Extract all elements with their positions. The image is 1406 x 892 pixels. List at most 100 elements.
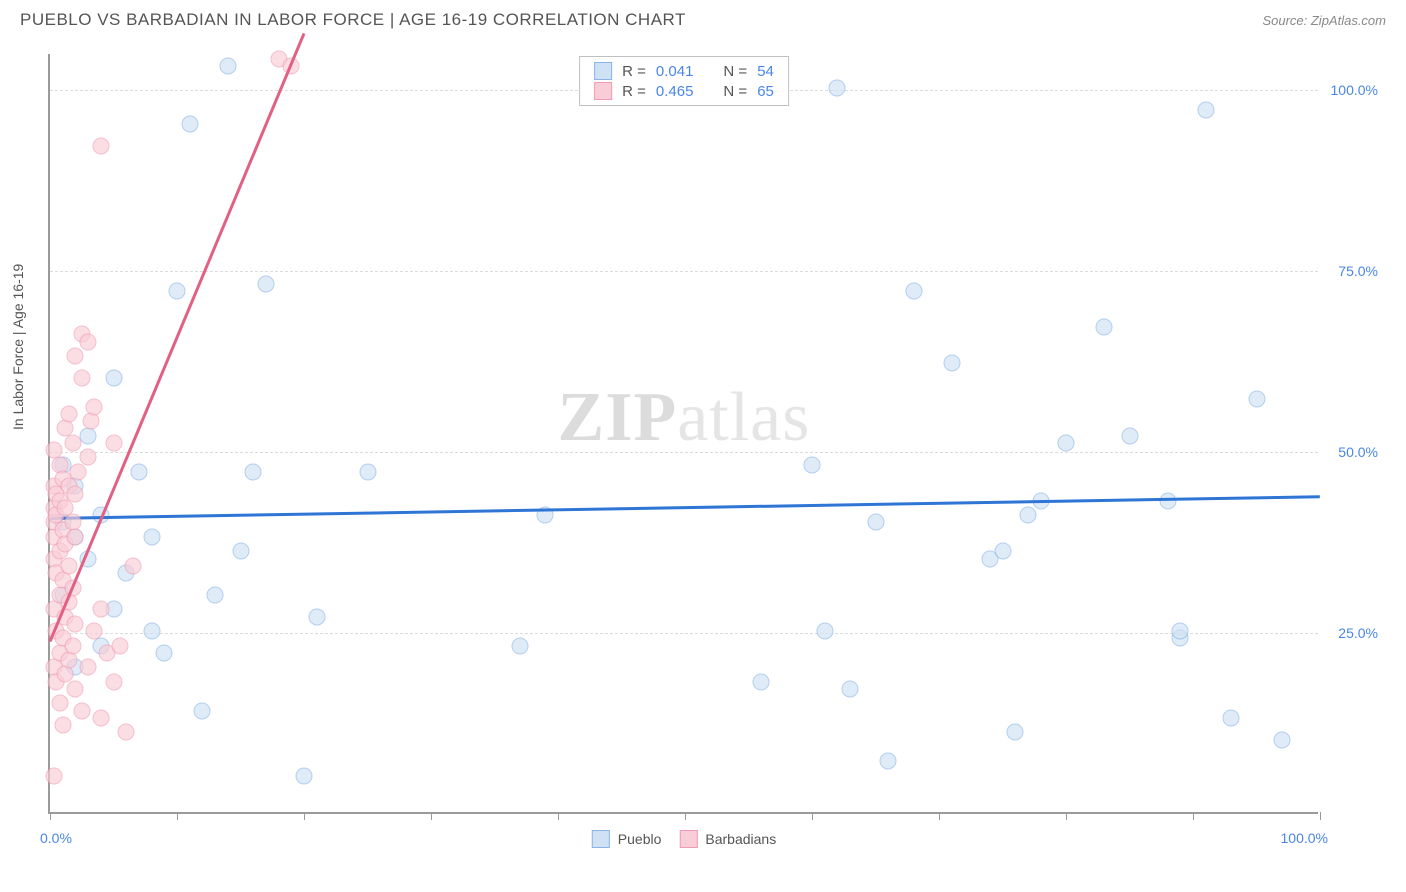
- data-point: [1019, 507, 1036, 524]
- data-point: [816, 623, 833, 640]
- legend-label: Barbadians: [705, 831, 776, 847]
- gridline: [50, 452, 1318, 453]
- x-tick: [939, 812, 940, 820]
- data-point: [1096, 319, 1113, 336]
- data-point: [64, 434, 81, 451]
- data-point: [829, 80, 846, 97]
- legend-swatch: [592, 830, 610, 848]
- data-point: [61, 405, 78, 422]
- x-tick: [177, 812, 178, 820]
- data-point: [130, 463, 147, 480]
- data-point: [105, 673, 122, 690]
- data-point: [52, 695, 69, 712]
- data-point: [1248, 391, 1265, 408]
- x-tick: [1320, 812, 1321, 820]
- scatter-plot: ZIPatlas 25.0%50.0%75.0%100.0%0.0%100.0%…: [48, 54, 1318, 814]
- data-point: [943, 355, 960, 372]
- source-credit: Source: ZipAtlas.com: [1262, 13, 1386, 28]
- legend-item: Pueblo: [592, 830, 662, 848]
- data-point: [67, 615, 84, 632]
- data-point: [1223, 709, 1240, 726]
- legend-item: Barbadians: [679, 830, 776, 848]
- data-point: [169, 282, 186, 299]
- data-point: [45, 767, 62, 784]
- data-point: [111, 637, 128, 654]
- data-point: [296, 767, 313, 784]
- data-point: [156, 644, 173, 661]
- x-tick: [685, 812, 686, 820]
- y-tick-label: 100.0%: [1331, 82, 1378, 98]
- data-point: [67, 348, 84, 365]
- chart-title: PUEBLO VS BARBADIAN IN LABOR FORCE | AGE…: [20, 10, 686, 30]
- data-point: [86, 623, 103, 640]
- data-point: [1172, 623, 1189, 640]
- data-point: [73, 369, 90, 386]
- n-label: N =: [723, 63, 747, 80]
- data-point: [1197, 101, 1214, 118]
- stats-row: R =0.465N =65: [594, 81, 774, 101]
- data-point: [880, 753, 897, 770]
- x-tick: [812, 812, 813, 820]
- data-point: [257, 275, 274, 292]
- data-point: [80, 659, 97, 676]
- data-point: [80, 427, 97, 444]
- data-point: [511, 637, 528, 654]
- data-point: [905, 282, 922, 299]
- gridline: [50, 633, 1318, 634]
- data-point: [67, 485, 84, 502]
- data-point: [67, 528, 84, 545]
- data-point: [219, 58, 236, 75]
- data-point: [143, 528, 160, 545]
- x-tick: [431, 812, 432, 820]
- data-point: [82, 413, 99, 430]
- x-tick-label: 100.0%: [1281, 830, 1328, 846]
- y-tick-label: 75.0%: [1338, 263, 1378, 279]
- legend-swatch: [594, 82, 612, 100]
- data-point: [80, 449, 97, 466]
- data-point: [804, 456, 821, 473]
- data-point: [359, 463, 376, 480]
- header: PUEBLO VS BARBADIAN IN LABOR FORCE | AGE…: [0, 0, 1406, 38]
- y-axis-label: In Labor Force | Age 16-19: [10, 264, 26, 430]
- x-tick: [1193, 812, 1194, 820]
- data-point: [80, 333, 97, 350]
- x-tick-label: 0.0%: [40, 830, 72, 846]
- x-tick: [50, 812, 51, 820]
- legend-swatch: [594, 62, 612, 80]
- data-point: [64, 637, 81, 654]
- n-value: 54: [757, 63, 774, 80]
- data-point: [67, 680, 84, 697]
- data-point: [143, 623, 160, 640]
- data-point: [92, 601, 109, 618]
- r-label: R =: [622, 63, 646, 80]
- x-tick: [304, 812, 305, 820]
- data-point: [994, 543, 1011, 560]
- data-point: [1273, 731, 1290, 748]
- stats-legend: R = 0.041 N = 54R =0.465N =65: [579, 56, 789, 106]
- data-point: [245, 463, 262, 480]
- data-point: [867, 514, 884, 531]
- data-point: [753, 673, 770, 690]
- legend-swatch: [679, 830, 697, 848]
- n-label: N =: [723, 83, 747, 100]
- y-tick-label: 50.0%: [1338, 444, 1378, 460]
- data-point: [842, 680, 859, 697]
- r-value: 0.041: [656, 63, 694, 80]
- data-point: [69, 463, 86, 480]
- r-label: R =: [622, 83, 646, 100]
- stats-row: R = 0.041 N = 54: [594, 61, 774, 81]
- y-tick-label: 25.0%: [1338, 625, 1378, 641]
- data-point: [194, 702, 211, 719]
- data-point: [308, 608, 325, 625]
- data-point: [105, 369, 122, 386]
- data-point: [73, 702, 90, 719]
- data-point: [105, 434, 122, 451]
- watermark: ZIPatlas: [558, 378, 811, 458]
- trend-line: [50, 496, 1320, 521]
- data-point: [92, 709, 109, 726]
- x-tick: [1066, 812, 1067, 820]
- data-point: [86, 398, 103, 415]
- bottom-legend: Pueblo Barbadians: [592, 830, 776, 848]
- legend-label: Pueblo: [618, 831, 662, 847]
- data-point: [232, 543, 249, 560]
